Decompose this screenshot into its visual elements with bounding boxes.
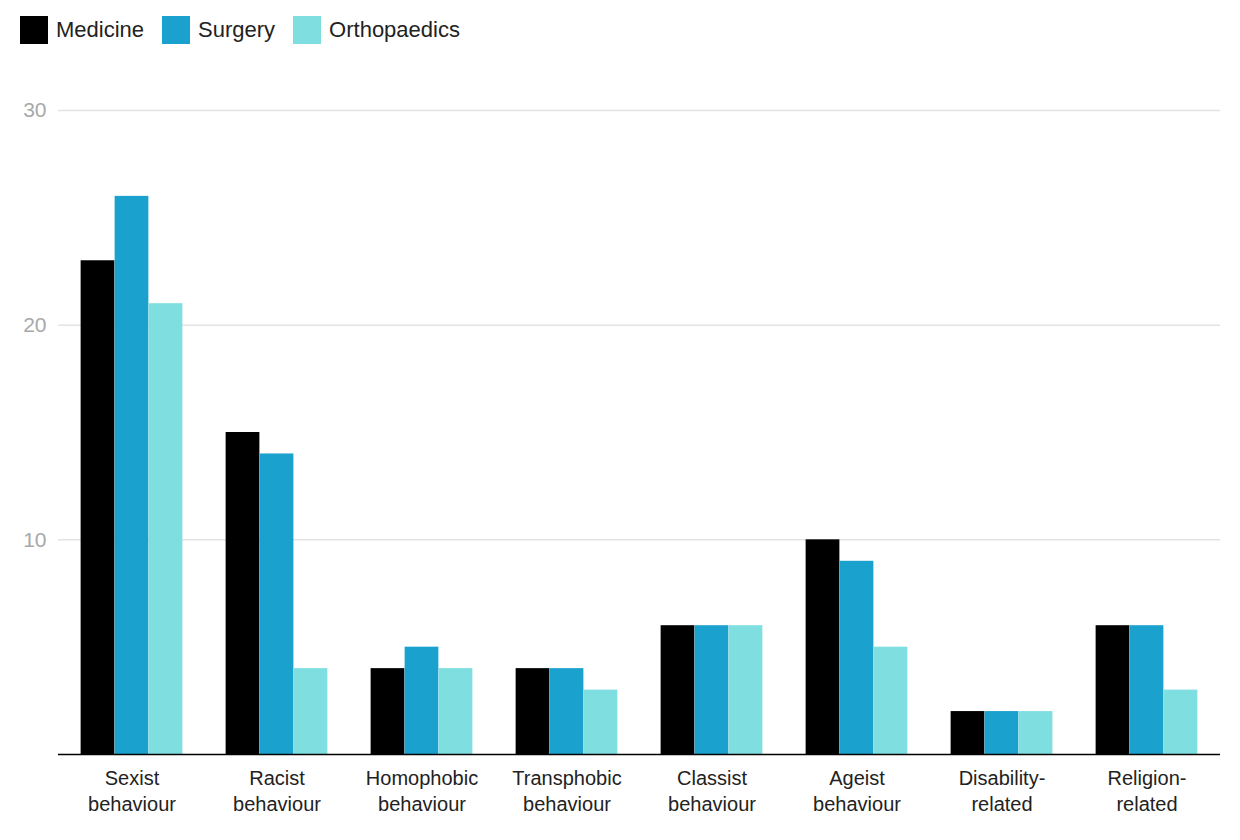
svg-text:Homophobicbehaviour: Homophobicbehaviour (366, 767, 478, 815)
svg-text:30: 30 (23, 98, 46, 121)
svg-text:Ageistbehaviour: Ageistbehaviour (813, 767, 901, 815)
svg-text:Transphobicbehaviour: Transphobicbehaviour (512, 767, 621, 815)
svg-text:10: 10 (23, 528, 46, 551)
html-text:Surgery: Surgery (198, 17, 276, 42)
html-text:Medicine: Medicine (56, 17, 144, 42)
svg-text:Sexistbehaviour: Sexistbehaviour (88, 767, 176, 815)
svg-text:Disability-related: Disability-related (959, 767, 1046, 815)
svg-text:Racistbehaviour: Racistbehaviour (233, 767, 321, 815)
svg-text:Religion-related: Religion-related (1108, 767, 1187, 815)
svg-text:Classistbehaviour: Classistbehaviour (668, 767, 756, 815)
html-text:Orthopaedics: Orthopaedics (329, 17, 460, 42)
svg-text:20: 20 (23, 313, 46, 336)
